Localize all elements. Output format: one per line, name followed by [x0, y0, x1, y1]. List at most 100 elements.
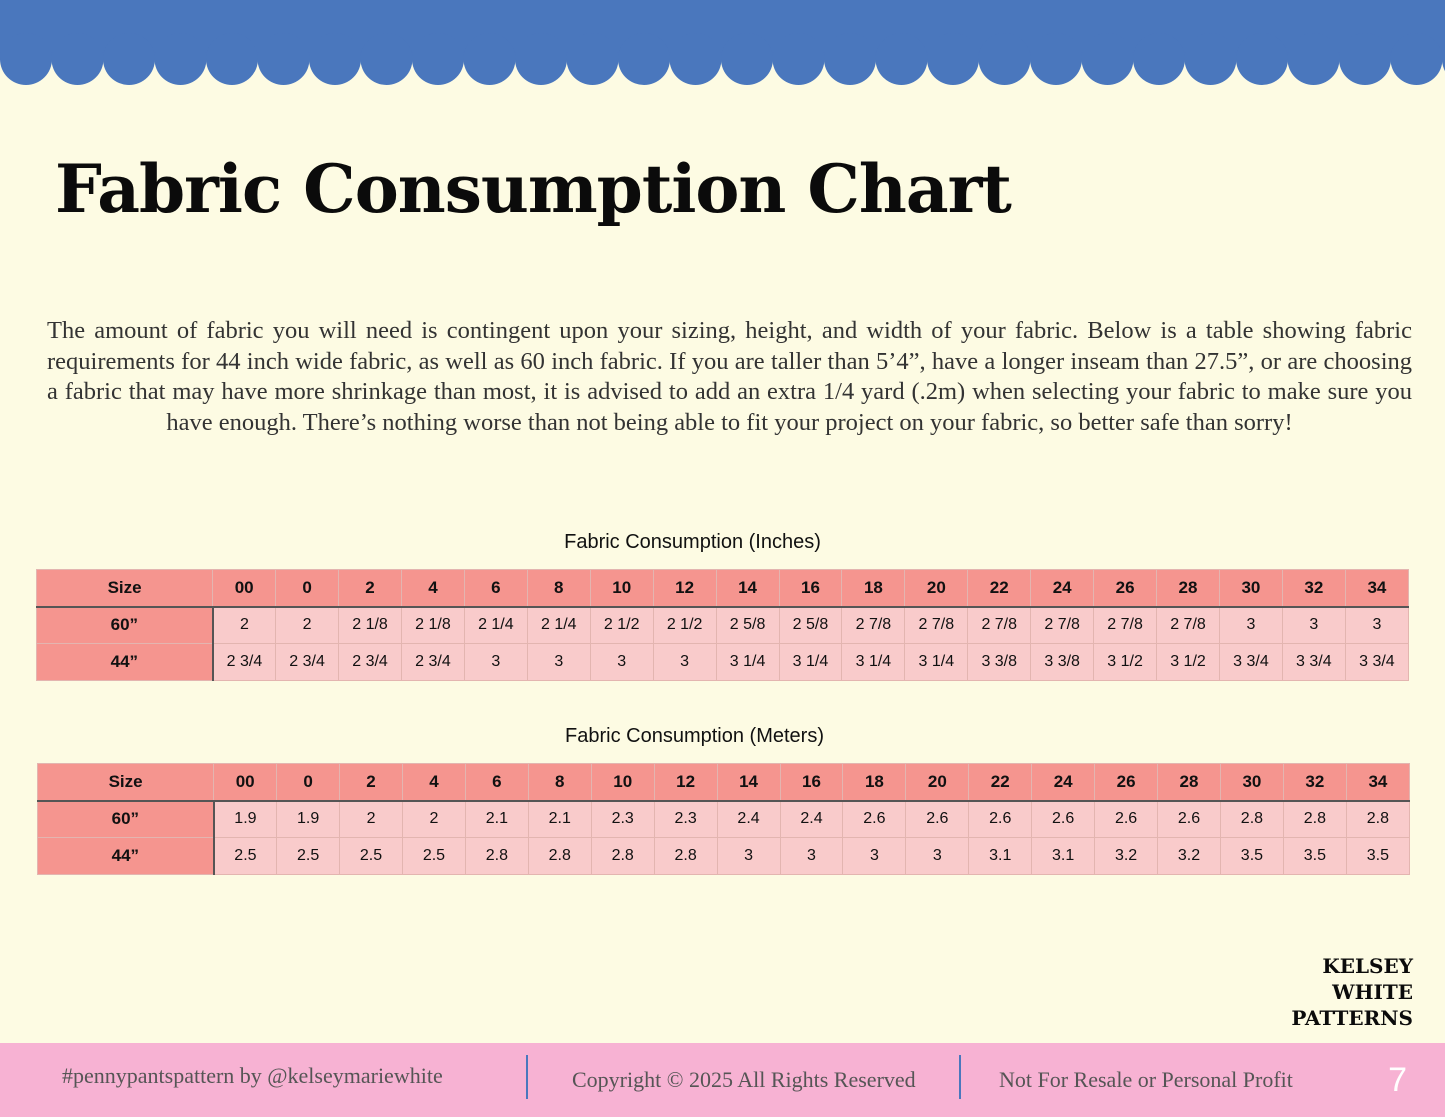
table-cell: 3 3/8 — [967, 643, 1032, 681]
scallop-shape — [1184, 33, 1237, 85]
table-cell: 2 3/4 — [212, 643, 277, 681]
table-cell: 2 1/4 — [526, 606, 591, 644]
table-cell: 3 — [905, 837, 970, 875]
size-column-header: 28 — [1157, 763, 1221, 802]
table-row: 60” 2 2 2 1/8 2 1/8 2 1/4 2 1/4 2 1/2 2 1/2 2 5/8… — [35, 606, 1410, 644]
table-cell: 2 7/8 — [904, 606, 969, 644]
table-cell: 2.8 — [590, 837, 655, 875]
table-cell: 2 7/8 — [967, 606, 1032, 644]
table-cell: 2 5/8 — [715, 606, 780, 644]
table-cell: 2.6 — [842, 800, 907, 838]
scallop-shape — [875, 33, 928, 85]
size-column-header: 20 — [905, 763, 970, 802]
table-cell: 3 — [652, 643, 717, 681]
size-column-header: 30 — [1219, 763, 1284, 802]
size-column-header: 32 — [1282, 763, 1347, 802]
size-column-header: 0 — [276, 763, 341, 802]
table-cell: 2.6 — [968, 800, 1033, 838]
size-column-header: 16 — [779, 763, 844, 802]
brand-line-2: WHITE — [1332, 980, 1413, 1004]
size-column-header: 2 — [338, 569, 402, 608]
table-cell: 2 3/4 — [338, 643, 402, 681]
table-cell: 2.8 — [1345, 800, 1411, 838]
table-cell: 3 3/4 — [1218, 643, 1283, 681]
table-cell: 3 1/4 — [841, 643, 906, 681]
scallop-shape — [206, 33, 258, 85]
table-cell: 2.5 — [276, 837, 341, 875]
size-column-header: 10 — [590, 763, 655, 802]
size-column-header: 18 — [841, 569, 906, 608]
table-cell: 2.5 — [339, 837, 403, 875]
scallop-shape — [412, 33, 464, 85]
size-column-header: 32 — [1281, 569, 1346, 608]
table-cell: 3.5 — [1219, 837, 1284, 875]
table-cell: 3.5 — [1345, 837, 1411, 875]
size-column-header: 14 — [716, 763, 781, 802]
scallop-shape — [1390, 33, 1443, 85]
table-cell: 2.6 — [1094, 800, 1159, 838]
meters-table: Size 00 0 2 4 6 8 10 12 14 16 18 20 22 24 26 28 30 32 34 60”… — [36, 763, 1411, 875]
scallop-shape — [360, 33, 413, 85]
scallop-shape — [772, 33, 825, 85]
scallop-shape — [0, 33, 52, 85]
size-column-header: 28 — [1156, 569, 1220, 608]
table-cell: 2 7/8 — [1093, 606, 1158, 644]
size-column-header: 30 — [1218, 569, 1283, 608]
table-cell: 1.9 — [276, 800, 341, 838]
size-column-header: 18 — [842, 763, 907, 802]
table-cell: 2 7/8 — [1156, 606, 1220, 644]
scallop-shape — [154, 33, 207, 85]
table-cell: 2 1/2 — [652, 606, 717, 644]
scallop-shape — [721, 33, 773, 85]
table-cell: 3.5 — [1282, 837, 1347, 875]
table-cell: 3 3/4 — [1344, 643, 1410, 681]
page-title: Fabric Consumption Chart — [55, 150, 1012, 228]
footer-notice: Not For Resale or Personal Profit — [999, 1067, 1293, 1092]
table-header-row: Size 00 0 2 4 6 8 10 12 14 16 18 20 22 24 26 28 30 32 34 — [35, 569, 1410, 608]
fabric-width-label: 44” — [35, 643, 214, 681]
table-cell: 3.1 — [1031, 837, 1096, 875]
table-header-row: Size 00 0 2 4 6 8 10 12 14 16 18 20 22 24 26 28 30 32 34 — [36, 763, 1411, 802]
scallop-shape — [1081, 33, 1134, 85]
table-row: 44” 2.5 2.5 2.5 2.5 2.8 2.8 2.8 2.8 3 3 3 3 3.1 3.1 3.2… — [36, 837, 1411, 875]
scallop-shape — [618, 33, 670, 85]
table-cell: 2.4 — [779, 800, 844, 838]
table-cell: 2 3/4 — [275, 643, 340, 681]
size-column-header: 4 — [401, 763, 466, 802]
table-cell: 3 3/4 — [1281, 643, 1346, 681]
size-column-header: 0 — [275, 569, 340, 608]
table-cell: 3 1/4 — [715, 643, 780, 681]
table-cell: 3.2 — [1157, 837, 1221, 875]
scallop-shape — [309, 33, 361, 85]
table-cell: 2.3 — [653, 800, 718, 838]
table-cell: 2.5 — [213, 837, 278, 875]
size-column-header: 24 — [1031, 763, 1096, 802]
table-cell: 3 — [716, 837, 781, 875]
size-column-header: 8 — [527, 763, 592, 802]
size-column-header: 00 — [212, 569, 277, 608]
table-cell: 2 1/8 — [338, 606, 402, 644]
scallop-shape — [463, 33, 516, 85]
table-cell: 3 1/2 — [1093, 643, 1158, 681]
table-cell: 2 7/8 — [1030, 606, 1095, 644]
size-column-header: 14 — [715, 569, 780, 608]
brand-line-3: PATTERNS — [1291, 1006, 1413, 1030]
fabric-width-label: 44” — [36, 837, 215, 875]
table-cell: 2.1 — [527, 800, 592, 838]
size-header-cell: Size — [36, 763, 215, 802]
scallop-shape — [515, 33, 567, 85]
size-column-header: 6 — [464, 763, 529, 802]
scallop-shape — [978, 33, 1031, 85]
page-number: 7 — [1388, 1060, 1407, 1099]
scallop-shape — [669, 33, 722, 85]
table-cell: 2.1 — [464, 800, 529, 838]
fabric-width-label: 60” — [35, 606, 214, 644]
brand-logo: KELSEY WHITE PATTERNS — [1291, 953, 1413, 1031]
table-cell: 3 1/4 — [778, 643, 843, 681]
footer-copyright: Copyright © 2025 All Rights Reserved — [572, 1067, 916, 1092]
size-column-header: 8 — [526, 569, 591, 608]
table-cell: 2 — [275, 606, 340, 644]
table-cell: 2 5/8 — [778, 606, 843, 644]
size-column-header: 2 — [339, 763, 403, 802]
table-cell: 2 1/2 — [589, 606, 654, 644]
